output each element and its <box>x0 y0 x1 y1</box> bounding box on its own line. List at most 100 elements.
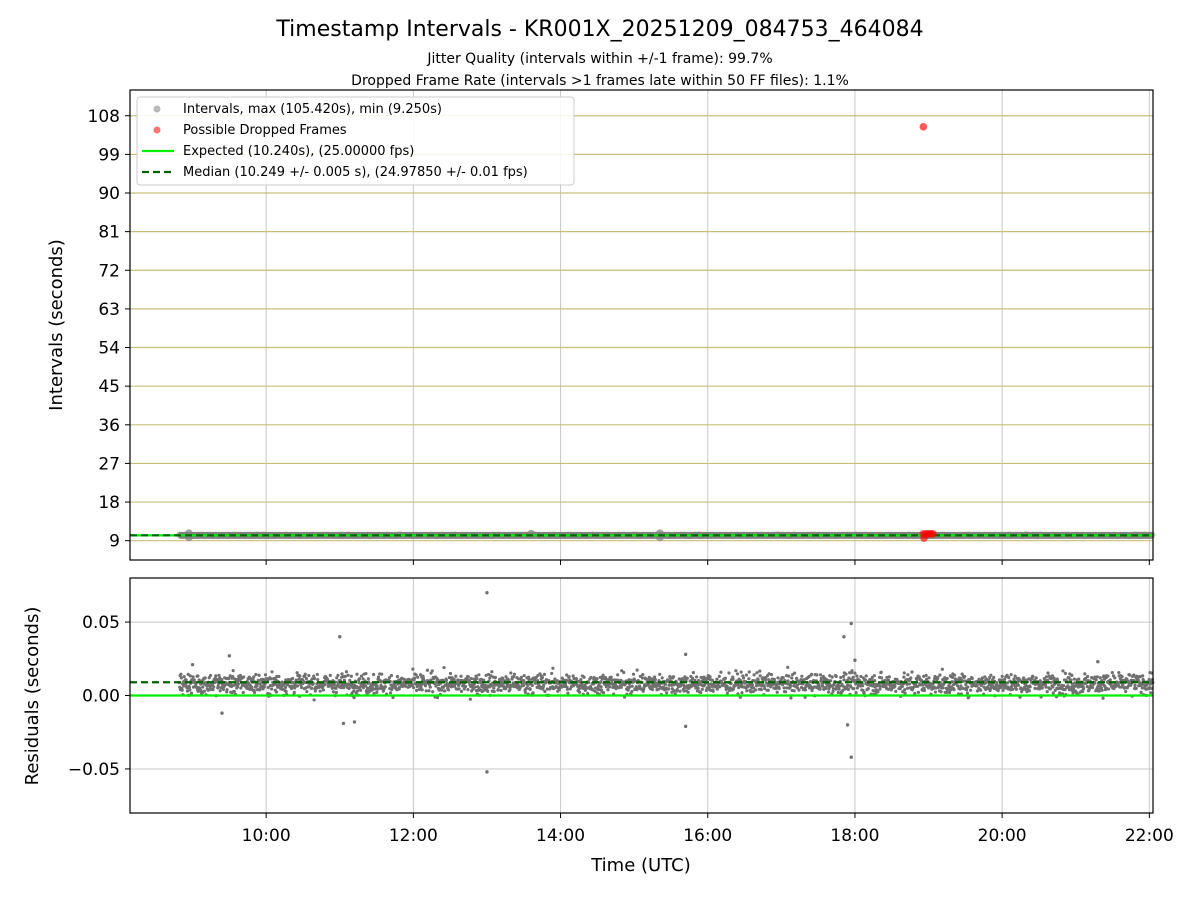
residual-point <box>545 687 549 691</box>
residual-point <box>903 691 907 695</box>
residual-point <box>826 684 830 688</box>
residual-point <box>440 688 444 692</box>
residual-point <box>343 674 347 678</box>
residual-point <box>913 691 917 696</box>
residual-point <box>1128 673 1132 677</box>
residual-point <box>789 696 793 700</box>
residual-point <box>477 673 481 677</box>
residual-point <box>964 682 968 687</box>
residual-point <box>274 690 279 694</box>
residual-point <box>831 687 836 691</box>
residual-point <box>731 687 736 691</box>
residual-point <box>499 688 503 693</box>
residual-point <box>758 674 762 678</box>
residual-point <box>310 677 314 681</box>
residual-point <box>375 684 379 688</box>
residual-outlier-point <box>853 658 857 662</box>
residual-point <box>762 684 766 688</box>
residual-point <box>723 676 727 680</box>
residual-point <box>1067 676 1071 680</box>
residual-point <box>395 675 400 679</box>
residual-point <box>975 684 979 688</box>
residual-point <box>907 682 912 686</box>
residual-point <box>936 675 940 679</box>
residual-point <box>344 670 349 674</box>
residual-point <box>221 687 226 692</box>
residual-point <box>719 670 723 674</box>
residual-point <box>614 684 619 688</box>
residual-point <box>542 683 546 688</box>
residual-point <box>208 673 213 678</box>
legend-label-median: Median (10.249 +/- 0.005 s), (24.97850 +… <box>183 165 528 180</box>
residual-point <box>695 675 699 679</box>
residual-point <box>1009 684 1014 689</box>
residual-point <box>593 686 598 690</box>
residual-point <box>1005 673 1009 677</box>
residual-point <box>924 677 929 682</box>
residual-point <box>1048 687 1053 691</box>
residual-point <box>315 672 319 677</box>
residual-point <box>1072 677 1076 681</box>
residual-point <box>551 666 555 670</box>
residual-point <box>940 667 944 671</box>
residual-point <box>1110 671 1114 675</box>
residual-point <box>900 684 904 689</box>
residual-point <box>693 678 697 682</box>
residual-point <box>397 685 402 689</box>
residual-point <box>876 690 880 694</box>
residuals-y-tick-label: 0.00 <box>82 687 120 707</box>
residual-point <box>860 684 865 688</box>
intervals-plot: 9 18 27 36 45 54 63 72 81 90 99 108 Intervals (seco… <box>46 89 1156 565</box>
residual-point <box>924 673 928 678</box>
residual-point <box>600 677 604 681</box>
residual-point <box>459 689 464 693</box>
residual-point <box>457 687 461 691</box>
residual-point <box>675 687 679 692</box>
residual-point <box>372 691 376 696</box>
residual-point <box>901 690 905 694</box>
residual-point <box>512 675 516 679</box>
residual-point <box>233 677 237 681</box>
residual-point <box>182 674 186 679</box>
residual-point <box>672 688 676 693</box>
residual-point <box>948 690 952 695</box>
residual-point <box>797 688 801 692</box>
residual-point <box>533 678 537 682</box>
residual-point <box>1107 687 1111 691</box>
residual-point <box>671 675 676 679</box>
residual-point <box>364 671 368 676</box>
residual-point <box>916 684 920 688</box>
residual-point <box>231 669 235 673</box>
residual-point <box>331 690 336 694</box>
residual-point <box>1071 687 1076 691</box>
residual-point <box>660 676 664 680</box>
residual-point <box>497 684 501 689</box>
residual-point <box>427 682 432 687</box>
residual-point <box>389 673 394 678</box>
residual-point <box>880 676 884 680</box>
residual-point <box>482 678 486 682</box>
residual-point <box>318 689 322 693</box>
residual-point <box>1085 684 1089 689</box>
residuals-y-label: Residuals (seconds) <box>22 607 43 786</box>
residual-point <box>538 672 542 676</box>
residual-point <box>609 675 613 679</box>
residual-point <box>1141 674 1145 678</box>
residual-point <box>473 685 477 689</box>
residual-point <box>1046 671 1050 675</box>
residual-point <box>512 672 517 676</box>
residual-outlier-point <box>227 654 232 658</box>
dropped-frame-point <box>919 123 928 131</box>
residual-point <box>560 685 564 689</box>
residual-point <box>915 678 919 682</box>
residual-point <box>667 683 671 687</box>
residual-point <box>430 669 434 673</box>
residual-point <box>784 673 789 678</box>
residual-point <box>504 675 508 679</box>
residual-point <box>400 676 404 680</box>
residual-point <box>752 686 756 690</box>
residual-point <box>539 685 543 689</box>
residual-point <box>758 669 762 673</box>
residual-point <box>1100 688 1104 692</box>
residual-point <box>328 673 332 678</box>
